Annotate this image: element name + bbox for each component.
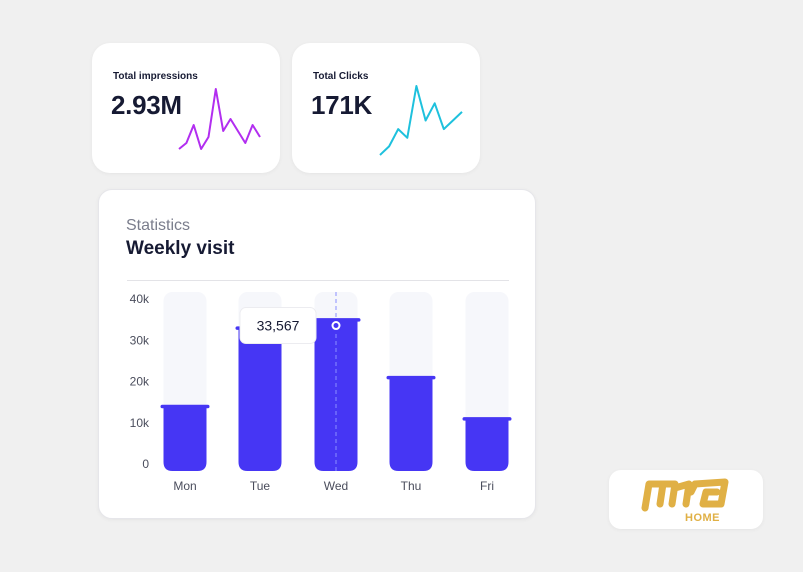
logo-card: HOME	[609, 470, 763, 529]
brand-logo-mark	[641, 478, 729, 512]
clicks-sparkline	[379, 85, 463, 156]
y-tick-label: 40k	[130, 292, 150, 306]
impressions-label: Total impressions	[113, 71, 198, 82]
clicks-sparkline-line	[379, 85, 463, 156]
impressions-sparkline	[178, 88, 261, 150]
bar-cap	[386, 375, 436, 380]
tooltip-box	[239, 307, 317, 345]
clicks-card: Total Clicks 171K	[292, 43, 480, 173]
impressions-card: Total impressions 2.93M	[92, 43, 280, 173]
bar-cap	[462, 417, 512, 421]
x-tick-label: Fri	[480, 479, 494, 493]
x-tick-label: Tue	[250, 479, 271, 493]
bar-fri	[465, 418, 509, 471]
y-tick-label: 10k	[130, 416, 150, 430]
weekly-visit-chart: 0 10k 20k 30k 40k Mon Tue Wed Thu Fri 33,567	[130, 292, 512, 493]
title-divider	[127, 280, 509, 281]
bar-thu	[389, 377, 433, 471]
impressions-value: 2.93M	[111, 90, 182, 120]
y-tick-label: 0	[142, 457, 149, 471]
weekly-visit-title: Weekly visit	[126, 238, 235, 259]
highlight-marker-dot	[333, 323, 339, 329]
x-tick-label: Mon	[173, 479, 196, 493]
bar-mon	[163, 406, 207, 471]
y-tick-label: 20k	[130, 375, 150, 389]
impressions-sparkline-line	[178, 88, 261, 150]
logo-home-text: HOME	[685, 512, 720, 524]
weekly-visit-card: Statistics Weekly visit 0 10k 20k 30k 40k Mon…	[98, 189, 536, 519]
clicks-value: 171K	[311, 90, 372, 120]
bar-tue	[238, 327, 282, 471]
tooltip-value: 33,567	[257, 318, 300, 334]
x-tick-label: Wed	[324, 479, 348, 493]
statistics-subtitle: Statistics	[126, 217, 191, 234]
bar-cap	[160, 404, 210, 409]
y-tick-label: 30k	[130, 333, 150, 347]
x-tick-label: Thu	[401, 479, 422, 493]
bar-wed	[314, 319, 358, 471]
brand-logo	[641, 478, 729, 512]
clicks-label: Total Clicks	[313, 71, 369, 82]
